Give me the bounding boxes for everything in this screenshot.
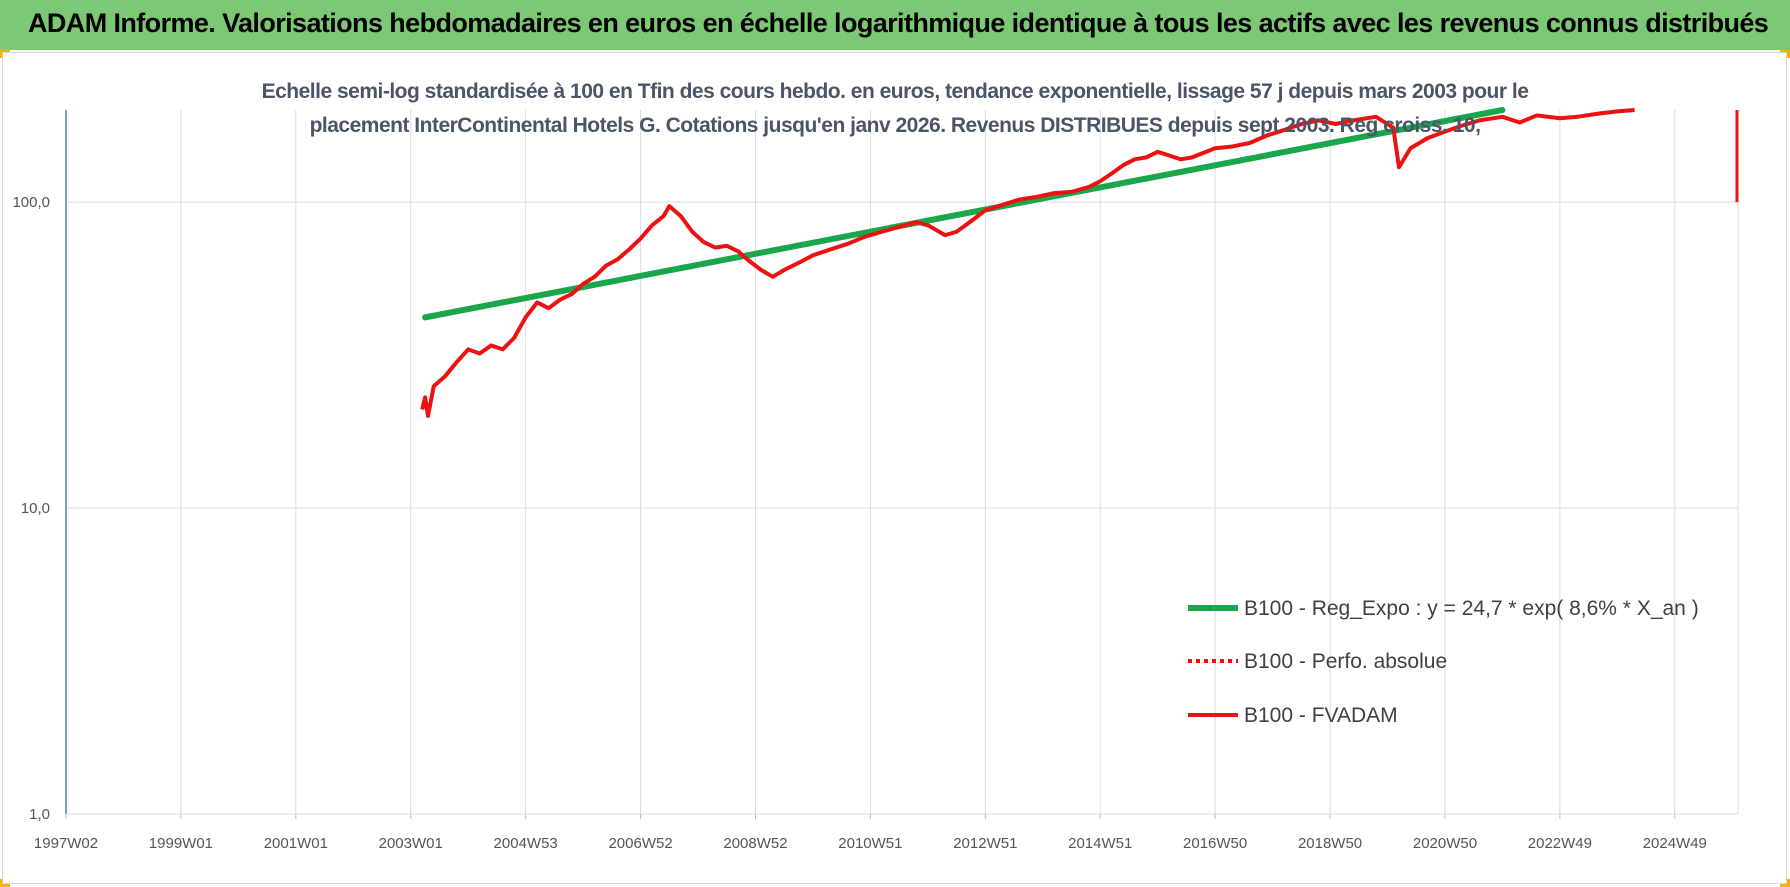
header-bar: ADAM Informe. Valorisations hebdomadaire… bbox=[0, 0, 1790, 50]
page-title: ADAM Informe. Valorisations hebdomadaire… bbox=[28, 8, 1769, 38]
series-fvadam-line bbox=[420, 108, 1635, 418]
x-tick-label: 2006W52 bbox=[608, 835, 672, 852]
x-tick-label: 2003W01 bbox=[379, 835, 443, 852]
x-tick-label: 1999W01 bbox=[149, 835, 213, 852]
chart-title-line-2: placement InterContinental Hotels G. Cot… bbox=[309, 114, 1481, 137]
y-tick-label: 100,0 bbox=[12, 194, 50, 211]
legend-label: B100 - Perfo. absolue bbox=[1244, 650, 1447, 673]
y-tick-label: 1,0 bbox=[29, 806, 50, 823]
x-tick-label: 2022W49 bbox=[1528, 835, 1592, 852]
y-tick-label: 10,0 bbox=[21, 500, 50, 517]
x-tick-label: 2018W50 bbox=[1298, 835, 1362, 852]
legend-label: B100 - Reg_Expo : y = 24,7 * exp( 8,6% *… bbox=[1244, 597, 1699, 620]
x-tick-label: 2004W53 bbox=[494, 835, 558, 852]
x-tick-label: 2024W49 bbox=[1643, 835, 1707, 852]
x-tick-label: 2012W51 bbox=[953, 835, 1017, 852]
x-tick-label: 2020W50 bbox=[1413, 835, 1477, 852]
chart-title-line-1: Echelle semi-log standardisée à 100 en T… bbox=[261, 80, 1529, 103]
series-reg-expo-line bbox=[422, 107, 1506, 321]
chart-area bbox=[2, 52, 1787, 884]
x-tick-label: 2014W51 bbox=[1068, 835, 1132, 852]
x-tick-label: 2016W50 bbox=[1183, 835, 1247, 852]
x-tick-label: 2001W01 bbox=[264, 835, 328, 852]
legend-label: B100 - FVADAM bbox=[1244, 704, 1398, 727]
x-tick-label: 1997W02 bbox=[34, 835, 98, 852]
x-tick-label: 2008W52 bbox=[723, 835, 787, 852]
x-tick-label: 2010W51 bbox=[838, 835, 902, 852]
